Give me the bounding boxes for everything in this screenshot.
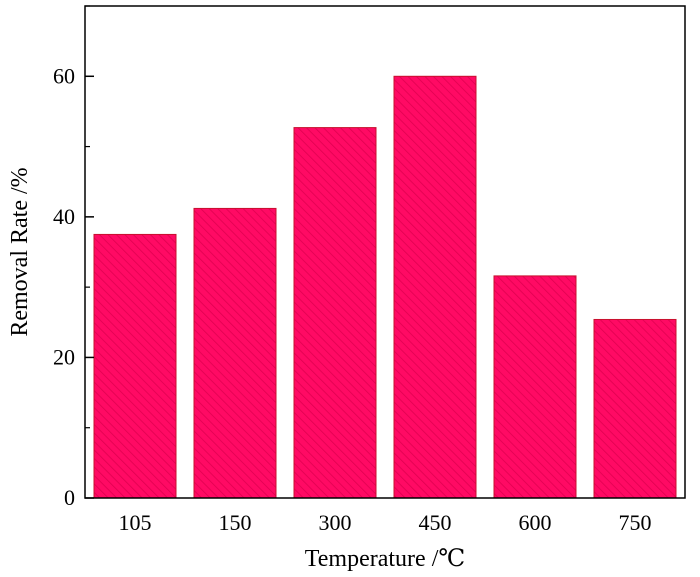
bars-group	[93, 75, 677, 499]
x-tick-label: 750	[619, 510, 652, 535]
bar-750	[593, 318, 677, 499]
x-axis-title: Temperature /℃	[305, 546, 465, 572]
x-axis-ticks: 105 150 300 450 600 750	[119, 510, 652, 535]
bar-450	[393, 75, 477, 499]
bar-105	[93, 233, 177, 499]
y-tick-label: 20	[53, 344, 75, 369]
y-tick-label: 40	[53, 204, 75, 229]
y-tick-label: 0	[64, 485, 75, 510]
bar-300	[293, 127, 377, 499]
x-tick-label: 450	[419, 510, 452, 535]
x-tick-label: 600	[519, 510, 552, 535]
x-tick-label: 150	[219, 510, 252, 535]
bar-150	[193, 207, 277, 499]
x-tick-label: 105	[119, 510, 152, 535]
y-axis-ticks: 0 20 40 60	[53, 5, 94, 510]
y-axis-title: Removal Rate /%	[7, 167, 33, 336]
plot-frame	[84, 5, 686, 499]
axes-group: 0 20 40 60 105 150 300 450 600 750	[53, 5, 686, 535]
y-tick-label: 60	[53, 63, 75, 88]
x-tick-label: 300	[319, 510, 352, 535]
bar-600	[493, 275, 577, 499]
